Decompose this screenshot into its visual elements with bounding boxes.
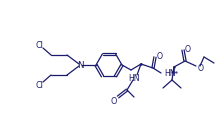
Text: O: O — [157, 52, 163, 60]
Text: Cl: Cl — [35, 80, 43, 90]
Text: O: O — [111, 96, 117, 106]
Text: HN: HN — [164, 69, 175, 78]
Text: O: O — [198, 64, 204, 73]
Text: N: N — [77, 60, 83, 70]
Text: HN: HN — [128, 74, 140, 83]
Text: O: O — [185, 44, 191, 54]
Text: Cl: Cl — [35, 40, 43, 49]
